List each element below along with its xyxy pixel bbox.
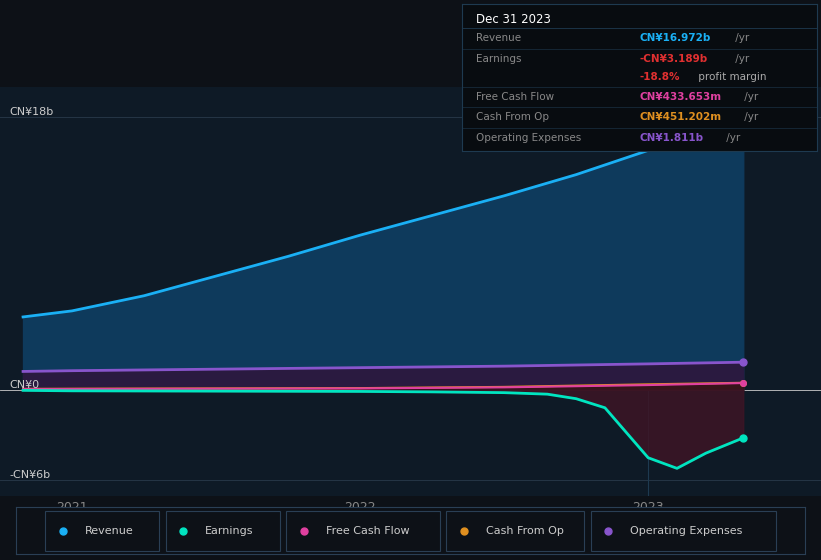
Text: Earnings: Earnings — [476, 54, 522, 64]
Text: Free Cash Flow: Free Cash Flow — [476, 91, 554, 101]
Text: CN¥1.811b: CN¥1.811b — [640, 133, 704, 143]
Bar — [590, 511, 776, 550]
Text: CN¥451.202m: CN¥451.202m — [640, 112, 722, 122]
Text: Revenue: Revenue — [476, 33, 521, 43]
Text: -CN¥6b: -CN¥6b — [10, 470, 51, 480]
Text: Cash From Op: Cash From Op — [476, 112, 549, 122]
Bar — [447, 511, 585, 550]
Text: /yr: /yr — [732, 33, 749, 43]
Text: -CN¥3.189b: -CN¥3.189b — [640, 54, 708, 64]
Text: -18.8%: -18.8% — [640, 72, 680, 82]
Text: Revenue: Revenue — [85, 526, 133, 535]
Text: /yr: /yr — [741, 112, 759, 122]
Text: Operating Expenses: Operating Expenses — [630, 526, 742, 535]
Bar — [166, 511, 280, 550]
Text: Earnings: Earnings — [205, 526, 254, 535]
Text: /yr: /yr — [732, 54, 749, 64]
Bar — [45, 511, 159, 550]
Text: CN¥16.972b: CN¥16.972b — [640, 33, 711, 43]
Bar — [287, 511, 440, 550]
Text: CN¥433.653m: CN¥433.653m — [640, 91, 722, 101]
Text: Operating Expenses: Operating Expenses — [476, 133, 581, 143]
Text: CN¥18b: CN¥18b — [10, 107, 54, 117]
Text: /yr: /yr — [722, 133, 740, 143]
Text: profit margin: profit margin — [695, 72, 766, 82]
Text: /yr: /yr — [741, 91, 759, 101]
Text: Dec 31 2023: Dec 31 2023 — [476, 12, 551, 26]
Text: Cash From Op: Cash From Op — [486, 526, 564, 535]
Text: Free Cash Flow: Free Cash Flow — [326, 526, 410, 535]
Text: CN¥0: CN¥0 — [10, 380, 40, 390]
